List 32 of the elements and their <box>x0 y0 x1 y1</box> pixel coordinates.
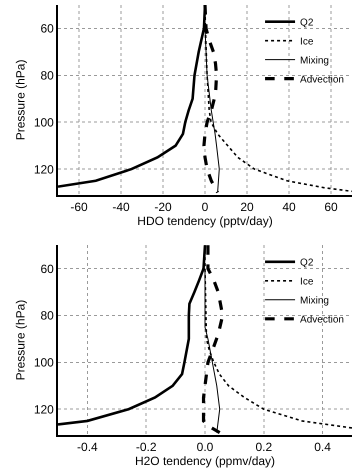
legend-label: Q2 <box>300 18 314 29</box>
x-tick-label: -20 <box>154 200 172 214</box>
x-tick-label: -40 <box>112 200 130 214</box>
legend-label: Ice <box>300 36 314 48</box>
x-tick-label: -0.2 <box>136 440 157 454</box>
y-tick-label: 120 <box>34 162 54 176</box>
y-tick-label: 100 <box>34 356 54 370</box>
x-axis-title: H2O tendency (ppmv/day) <box>134 454 276 468</box>
x-tick-label: 0.2 <box>255 440 272 454</box>
x-tick-label: 0 <box>202 200 209 214</box>
x-tick-label: 20 <box>240 200 254 214</box>
y-tick-label: 80 <box>40 308 54 323</box>
x-tick-label: 40 <box>282 200 296 214</box>
y-axis-title: Pressure (hPa) <box>14 300 28 380</box>
x-tick-label: -60 <box>70 200 88 214</box>
legend-label: Advection <box>300 314 344 326</box>
y-tick-label: 60 <box>40 262 54 276</box>
y-axis-title: Pressure (hPa) <box>14 60 28 140</box>
legend-label: Advection <box>300 74 344 86</box>
legend-label: Mixing <box>300 296 329 307</box>
legend-label: Q2 <box>300 258 314 269</box>
x-tick-label: 0.4 <box>314 440 332 454</box>
legend-label: Mixing <box>300 56 329 67</box>
x-tick-label: 0.0 <box>196 440 214 454</box>
legend-label: Ice <box>300 276 314 288</box>
y-tick-label: 60 <box>40 22 54 36</box>
y-tick-label: 100 <box>34 115 54 130</box>
y-tick-label: 120 <box>34 402 54 416</box>
x-tick-label: -0.4 <box>77 440 98 454</box>
x-tick-label: 60 <box>324 200 338 214</box>
x-axis-title: HDO tendency (pptv/day) <box>137 214 273 228</box>
y-tick-label: 80 <box>40 68 54 83</box>
